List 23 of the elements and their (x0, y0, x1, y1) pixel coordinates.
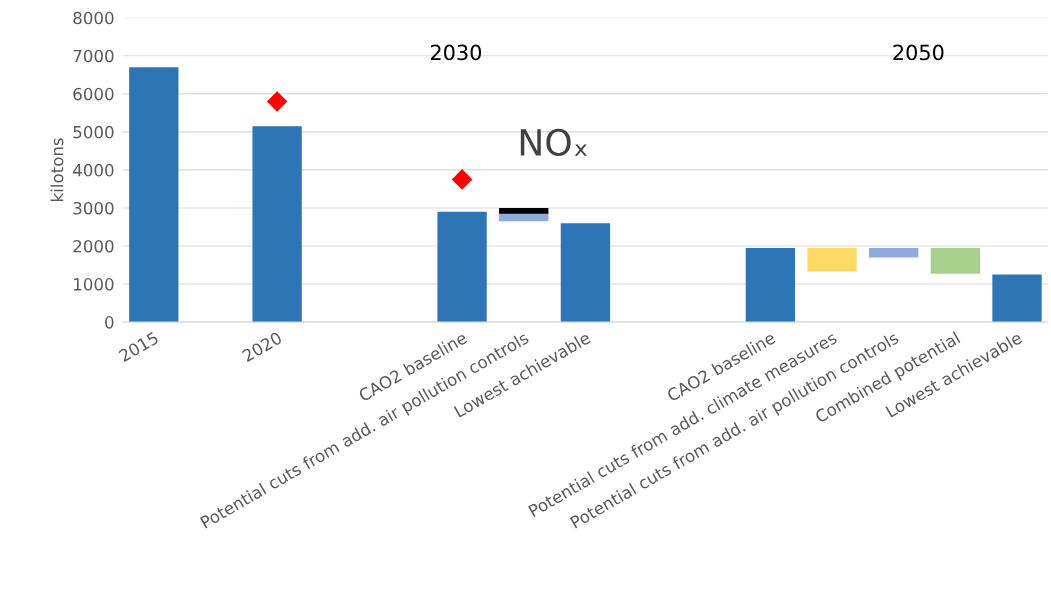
y-tick-label: 1000 (74, 278, 114, 291)
y-tick-label: 7000 (73, 49, 114, 63)
y-tick-label: 8000 (73, 11, 114, 25)
bar (992, 274, 1042, 323)
bar (129, 67, 179, 323)
bar (807, 247, 857, 272)
annotation: 2030 (430, 44, 482, 61)
bar (252, 126, 302, 323)
y-tick-label: 4000 (73, 163, 114, 177)
y-tick-label: 5000 (73, 125, 114, 139)
bar (869, 247, 919, 258)
bar (499, 207, 549, 214)
y-tick-label: 6000 (73, 87, 114, 101)
bar (930, 247, 981, 274)
y-axis-title: kilotons (50, 138, 64, 201)
bar (437, 211, 487, 323)
bar (745, 247, 796, 323)
y-tick-label: 2000 (73, 239, 114, 253)
annotation: 2050 (893, 44, 944, 61)
y-tick-label: 0 (105, 316, 114, 329)
annotation: NOₓ (520, 128, 587, 157)
bar (560, 223, 611, 323)
y-tick-label: 3000 (73, 201, 114, 215)
